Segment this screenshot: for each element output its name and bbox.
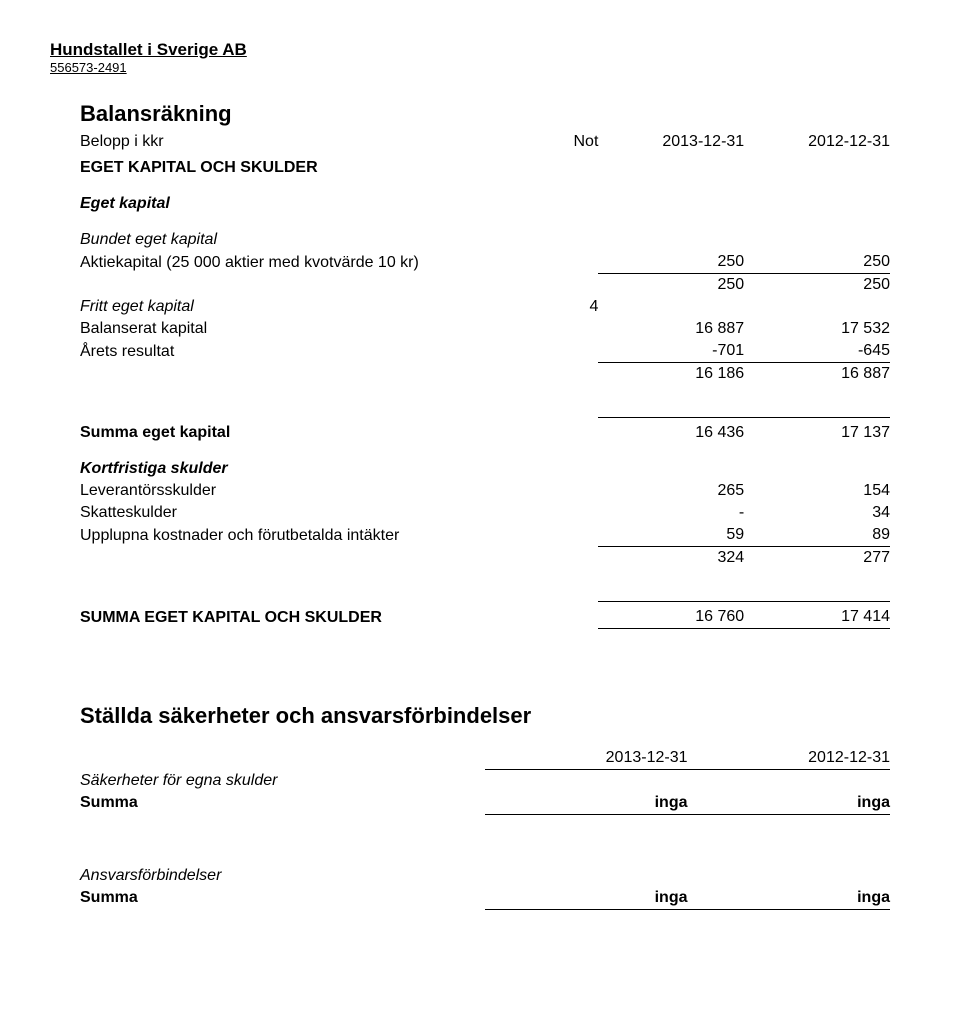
row-value: 16 887 [598,318,744,340]
grand-total-label: SUMMA EGET KAPITAL OCH SKULDER [80,606,501,629]
total-value: inga [688,792,891,815]
row-value: 250 [744,251,890,274]
row-value: 34 [744,502,890,524]
total-value: inga [485,792,688,815]
company-name: Hundstallet i Sverige AB [50,40,900,60]
balance-title: Balansräkning [50,101,900,127]
row-value: 17 532 [744,318,890,340]
header-year1: 2013-12-31 [598,131,744,157]
balance-table: Belopp i kkr Not 2013-12-31 2012-12-31 E… [80,131,890,633]
total-value: 16 436 [598,422,744,444]
pledged-title: Ställda säkerheter och ansvarsförbindels… [50,703,900,729]
total-label: Summa [80,792,283,815]
total-value: inga [485,887,688,910]
header-year2: 2012-12-31 [744,131,890,157]
subtotal: 250 [598,274,744,297]
subheading: Fritt eget kapital [80,296,501,318]
grand-total-value: 16 760 [598,606,744,629]
section-heading: EGET KAPITAL OCH SKULDER [80,157,501,179]
subheading: Säkerheter för egna skulder [80,770,283,792]
header-year2: 2012-12-31 [688,747,891,770]
total-value: 17 137 [744,422,890,444]
subheading: Ansvarsförbindelser [80,865,283,887]
row-value: -701 [598,340,744,363]
header-note: Not [501,131,598,157]
pledged-table: 2013-12-31 2012-12-31 Säkerheter för egn… [80,733,890,914]
row-value: 154 [744,480,890,502]
row-label: Årets resultat [80,340,501,363]
row-value: 59 [598,524,744,547]
subheading: Eget kapital [80,193,501,215]
row-value: 250 [598,251,744,274]
row-label: Leverantörsskulder [80,480,501,502]
row-label: Upplupna kostnader och förutbetalda intä… [80,524,501,547]
header-year1: 2013-12-31 [485,747,688,770]
total-label: Summa [80,887,283,910]
row-label: Skatteskulder [80,502,501,524]
total-label: Summa eget kapital [80,422,501,444]
subtotal: 324 [598,547,744,570]
row-label: Balanserat kapital [80,318,501,340]
subtotal: 16 186 [598,363,744,386]
row-value: 89 [744,524,890,547]
row-label: Aktiekapital (25 000 aktier med kvotvärd… [80,251,501,274]
grand-total-value: 17 414 [744,606,890,629]
company-orgno: 556573-2491 [50,60,900,75]
subheading: Bundet eget kapital [80,229,501,251]
header-label: Belopp i kkr [80,131,501,157]
subtotal: 250 [744,274,890,297]
row-value: 265 [598,480,744,502]
note-ref: 4 [501,296,598,318]
subtotal: 16 887 [744,363,890,386]
row-value: -645 [744,340,890,363]
total-value: inga [688,887,891,910]
subheading: Kortfristiga skulder [80,458,501,480]
row-value: - [598,502,744,524]
subtotal: 277 [744,547,890,570]
